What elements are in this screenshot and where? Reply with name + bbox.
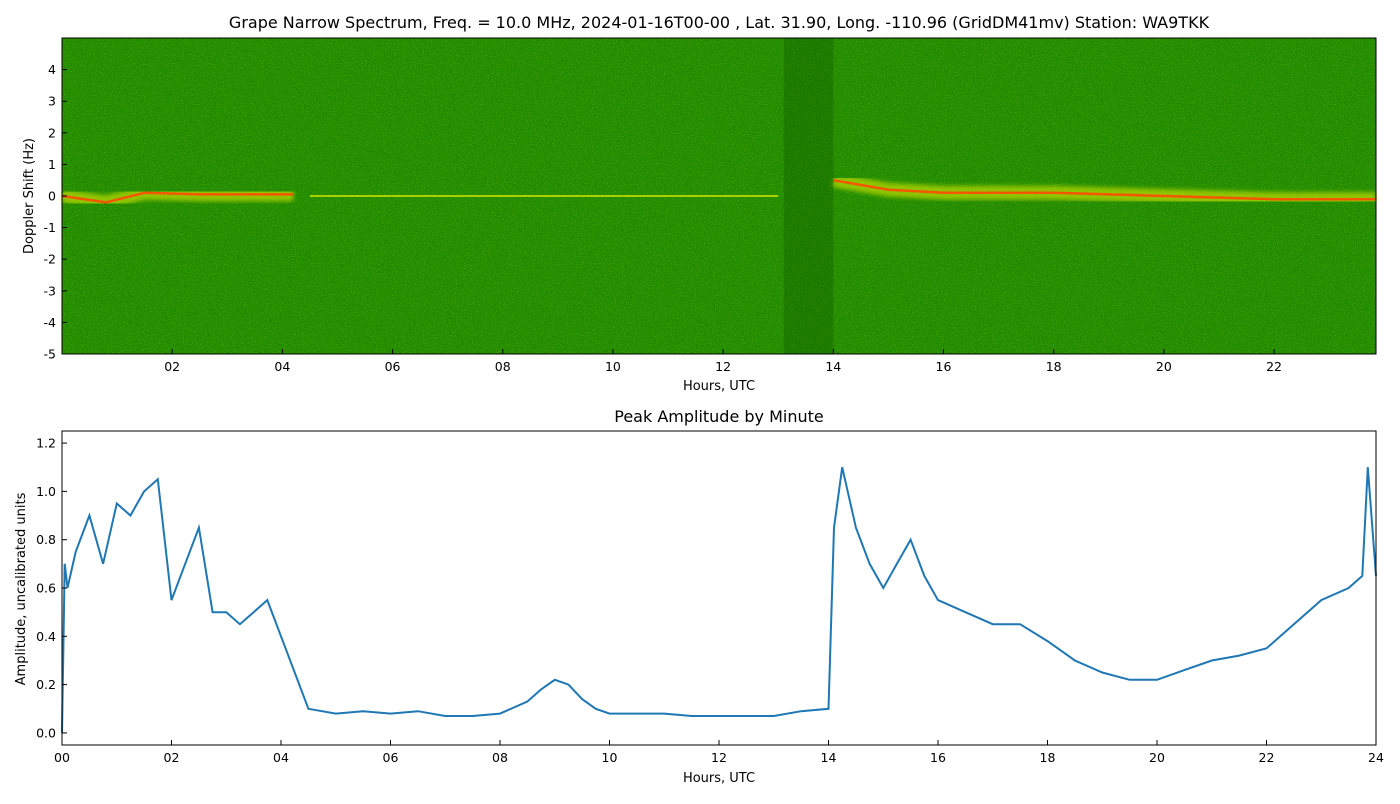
amplitude-plot-area — [62, 431, 1376, 745]
amplitude-x-tick-label: 20 — [1149, 750, 1165, 765]
amplitude-y-tick-label: 0.8 — [36, 532, 56, 547]
spectrogram-y-tick-label: -4 — [44, 315, 57, 330]
amplitude-x-tick-label: 18 — [1040, 750, 1056, 765]
amplitude-x-label: Hours, UTC — [683, 771, 755, 786]
spectrogram-title: Grape Narrow Spectrum, Freq. = 10.0 MHz,… — [229, 13, 1210, 32]
amplitude-x-tick-label: 24 — [1368, 750, 1384, 765]
amplitude-y-tick-label: 0.6 — [36, 581, 56, 596]
amplitude-y-tick-label: 1.0 — [36, 484, 56, 499]
amplitude-x-tick-label: 10 — [602, 750, 618, 765]
spectrogram-x-tick-label: 22 — [1266, 359, 1282, 374]
amplitude-panel: Peak Amplitude by Minute 00 02 04 06 08 10 12 1… — [14, 407, 1384, 786]
spectrogram-x-tick-label: 20 — [1156, 359, 1172, 374]
spectrogram-y-label: Doppler Shift (Hz) — [22, 138, 37, 254]
spectrogram-x-tick-label: 02 — [164, 359, 180, 374]
spectrogram-x-tick-label: 10 — [605, 359, 621, 374]
spectrogram-x-ticks: 02 04 06 08 10 12 14 16 18 20 22 — [164, 349, 1282, 374]
amplitude-x-tick-label: 04 — [273, 750, 289, 765]
spectrogram-trace — [833, 178, 1376, 201]
spectrogram-dark-band — [783, 38, 834, 354]
spectrogram-x-tick-label: 04 — [274, 359, 290, 374]
amplitude-x-tick-label: 14 — [821, 750, 837, 765]
amplitude-y-tick-label: 0.4 — [36, 629, 56, 644]
spectrogram-x-tick-label: 12 — [715, 359, 731, 374]
amplitude-x-tick-label: 16 — [930, 750, 946, 765]
spectrogram-y-ticks: -5 -4 -3 -2 -1 0 1 2 3 4 — [44, 62, 67, 362]
amplitude-title: Peak Amplitude by Minute — [614, 407, 824, 426]
amplitude-y-ticks: 0.0 0.2 0.4 0.6 0.8 1.0 1.2 — [36, 436, 67, 740]
amplitude-y-tick-label: 0.2 — [36, 677, 56, 692]
spectrogram-y-tick-label: 4 — [48, 62, 56, 77]
amplitude-x-tick-label: 06 — [383, 750, 399, 765]
amplitude-y-tick-label: 1.2 — [36, 436, 56, 451]
spectrogram-y-tick-label: -5 — [44, 347, 56, 362]
spectrogram-x-tick-label: 08 — [495, 359, 511, 374]
amplitude-x-tick-label: 22 — [1259, 750, 1275, 765]
spectrogram-y-tick-label: 1 — [48, 157, 56, 172]
spectrogram-x-tick-label: 06 — [385, 359, 401, 374]
spectrogram-panel: Grape Narrow Spectrum, Freq. = 10.0 MHz,… — [22, 13, 1377, 394]
amplitude-y-label: Amplitude, uncalibrated units — [14, 492, 29, 685]
spectrogram-x-tick-label: 16 — [936, 359, 952, 374]
amplitude-x-tick-label: 12 — [711, 750, 727, 765]
spectrogram-y-tick-label: -2 — [44, 252, 56, 267]
spectrogram-y-tick-label: -3 — [44, 283, 56, 298]
spectrogram-x-label: Hours, UTC — [683, 379, 755, 394]
amplitude-y-tick-label: 0.0 — [36, 725, 56, 740]
amplitude-x-tick-label: 02 — [164, 750, 180, 765]
spectrogram-x-tick-label: 18 — [1046, 359, 1062, 374]
amplitude-x-tick-label: 08 — [492, 750, 508, 765]
spectrogram-y-tick-label: 0 — [48, 189, 56, 204]
amplitude-series-line — [61, 466, 1377, 733]
spectrogram-trace — [61, 191, 294, 204]
spectrogram-x-tick-label: 14 — [825, 359, 841, 374]
spectrogram-y-tick-label: -1 — [44, 220, 56, 235]
amplitude-x-ticks: 00 02 04 06 08 10 12 14 16 18 20 22 24 — [54, 740, 1384, 765]
spectrogram-features — [61, 38, 1376, 354]
amplitude-x-tick-label: 00 — [54, 750, 70, 765]
spectrogram-y-tick-label: 3 — [48, 94, 56, 109]
spectrogram-y-tick-label: 2 — [48, 125, 56, 140]
